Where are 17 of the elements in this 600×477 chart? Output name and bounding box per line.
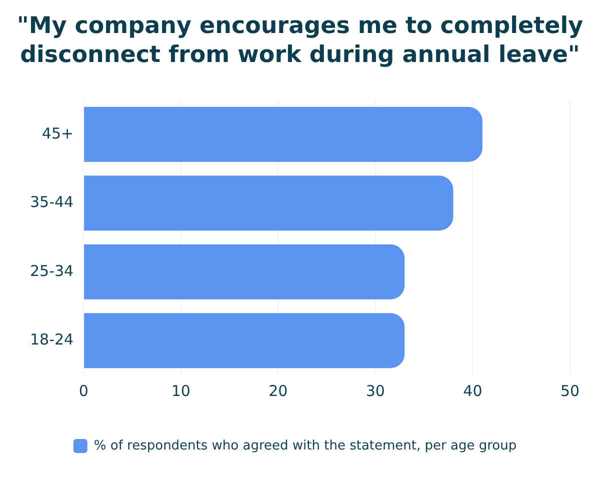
- y-tick-label: 35-44: [30, 193, 74, 212]
- x-tick-label: 40: [463, 382, 482, 400]
- bar: [84, 313, 405, 368]
- x-tick-label: 30: [366, 382, 385, 400]
- x-tick-label: 0: [78, 382, 88, 400]
- x-tick-label: 50: [560, 382, 580, 400]
- text: "My company encourages me to completely: [16, 13, 584, 39]
- legend-label: % of respondents who agreed with the statement, per age group: [94, 438, 517, 454]
- y-tick-label: 45+: [42, 124, 74, 142]
- bar: [84, 176, 454, 231]
- x-tick-label: 10: [171, 382, 190, 400]
- y-tick-label: 25-34: [30, 262, 74, 280]
- bar: [84, 106, 482, 162]
- text: disconnect from work during annual leave": [20, 42, 580, 68]
- bar: [84, 244, 405, 300]
- y-tick-label: 18-24: [30, 330, 74, 349]
- x-tick-label: 20: [268, 382, 288, 400]
